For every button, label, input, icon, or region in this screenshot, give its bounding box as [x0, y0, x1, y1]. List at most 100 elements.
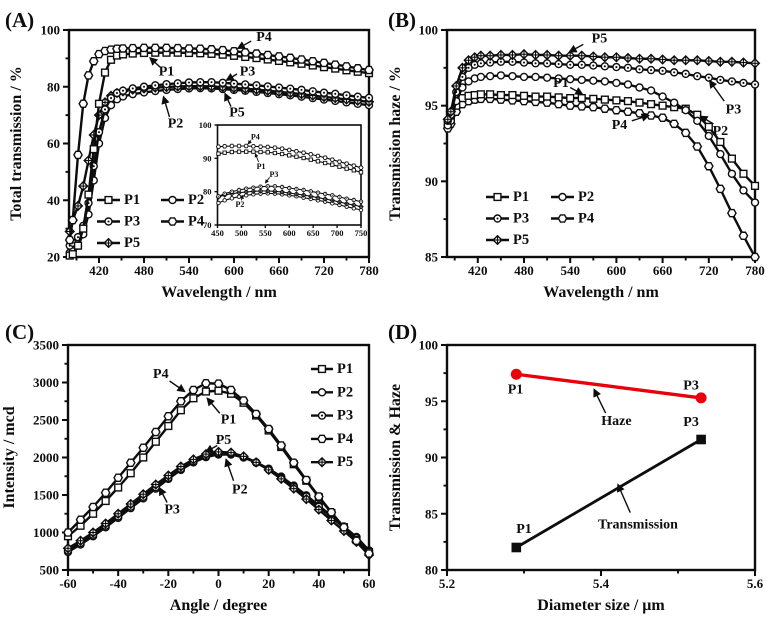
annotation-arrow-P3: [708, 79, 725, 102]
x-axis-title: Angle / degree: [170, 597, 267, 614]
point-label-P1: P1: [508, 383, 524, 398]
x-tick-label: 720: [699, 263, 719, 278]
x-tick-label: 5.4: [593, 576, 610, 591]
series-P4-line: [66, 382, 371, 555]
annotation-label-Transmission: Transmission: [598, 518, 678, 533]
panel-label-B: (B): [388, 8, 416, 32]
y-tick-label: 80: [425, 563, 438, 578]
chart-total-transmission: 420 480 540 600 660 720 780 20 40 60 80 100 Waveleng…: [5, 8, 379, 301]
x-tick-label: 40: [312, 576, 325, 591]
x-tick-label: 450: [211, 228, 224, 238]
x-tick-label: 540: [560, 263, 580, 278]
annotation-label-P4: P4: [153, 367, 169, 382]
annotation-label-P3: P3: [240, 64, 256, 79]
legend-label-P5: P5: [124, 235, 140, 251]
y-axis-title: Transmission & Haze: [387, 384, 404, 531]
x-tick-label: 600: [283, 228, 296, 238]
annotation-label-Haze: Haze: [601, 414, 631, 429]
x-tick-label: 780: [745, 263, 765, 278]
annotation-label-P5: P5: [229, 105, 245, 120]
annotation-label-P5: P5: [216, 433, 232, 448]
x-tick-label: 550: [259, 228, 272, 238]
y-tick-label: 40: [47, 193, 60, 208]
x-tick-label: 480: [134, 263, 154, 278]
y-tick-label: 70: [203, 220, 212, 230]
annotation-label-P5: P5: [592, 32, 608, 47]
point-label-P1: P1: [516, 522, 532, 537]
legend-label-P5: P5: [337, 454, 353, 470]
series-Haze-markers: [510, 368, 707, 404]
annotation-arrow-P1: [149, 56, 161, 68]
y-axis-title: Transmission haze / %: [387, 66, 404, 221]
y-tick-label: 20: [47, 250, 60, 265]
y-tick-label: 100: [419, 23, 439, 38]
annotation-arrow-P4: [631, 113, 650, 122]
annotation-label-P1: P1: [159, 64, 175, 79]
legend-label-P1: P1: [337, 361, 353, 377]
y-tick-label: 100: [41, 23, 61, 38]
series-P5-markers: [442, 48, 761, 125]
y-tick-label: 1500: [33, 488, 59, 503]
series-Transmission-markers: [511, 434, 706, 553]
x-tick-label: 500: [235, 228, 248, 238]
annotation-arrow-Transmission: [616, 483, 631, 513]
annotation-arrow-P2: [239, 194, 244, 201]
legend-label-P2: P2: [337, 384, 353, 400]
y-tick-label: 3000: [33, 375, 59, 390]
y-tick-label: 80: [47, 79, 60, 94]
series-P4-markers: [64, 43, 374, 245]
x-tick-label: 60: [363, 576, 376, 591]
panel-b-transmission-haze: 420 480 540 600 660 720 780 85 90 95 100 Wavelength…: [383, 0, 767, 312]
chart-transmission-haze-diameter: 5.2 5.4 5.6 80 85 90 95 100 Diameter size / μm Tr…: [387, 320, 764, 614]
series-P4-markers: [63, 378, 374, 558]
annotation-label-P4: P4: [612, 118, 628, 133]
chart-area-A: 420 480 540 600 660 720 780 20 40 60 80 100 Waveleng…: [5, 8, 379, 301]
x-tick-label: 420: [468, 263, 488, 278]
axis-frame: [445, 343, 757, 572]
x-tick-label: -20: [160, 576, 177, 591]
x-tick-label: -40: [109, 576, 126, 591]
y-tick-label: 90: [425, 450, 438, 465]
annotation-label-P3: P3: [164, 503, 180, 518]
legend-label-P4: P4: [188, 214, 204, 230]
annotation-arrow-P5: [224, 92, 232, 107]
series-P3-markers: [443, 57, 760, 126]
x-tick-label: 750: [355, 228, 368, 238]
y-axis-title: Intensity / mcd: [1, 406, 18, 508]
x-tick-label: 5.6: [747, 576, 764, 591]
y-tick-label: 500: [40, 563, 60, 578]
x-tick-label: 660: [653, 263, 673, 278]
annotation-label-P1: P1: [221, 413, 237, 428]
annotation-label-P2: P2: [168, 117, 184, 132]
annotation-arrow-P3: [225, 72, 238, 81]
legend-label-P3: P3: [513, 211, 529, 227]
x-tick-label: 420: [89, 263, 109, 278]
y-tick-label: 85: [425, 506, 439, 521]
y-axis-title: Total transmission / %: [8, 66, 25, 221]
annotation-label-P3: P3: [269, 170, 278, 179]
x-axis-title: Diameter size / μm: [537, 597, 665, 614]
x-tick-label: 480: [514, 263, 534, 278]
chart-area-D: 5.2 5.4 5.6 80 85 90 95 100 Diameter size / μm Tr…: [387, 320, 764, 614]
panel-label-A: (A): [5, 8, 34, 32]
x-tick-label: 720: [314, 263, 334, 278]
legend-label-P2: P2: [578, 189, 594, 205]
point-label-P3: P3: [683, 379, 699, 394]
annotation-label-P1: P1: [553, 76, 569, 91]
series-P4-markers: [442, 94, 760, 262]
legend: P1 P2 P3 P4 P5: [486, 189, 594, 248]
annotation-label-P2: P2: [713, 124, 729, 139]
legend-label-P4: P4: [578, 211, 594, 227]
y-tick-label: 95: [425, 98, 439, 113]
x-axis-title: Wavelength / nm: [543, 284, 659, 301]
annotation-arrow-Haze: [593, 388, 607, 414]
series-P2-markers: [63, 450, 374, 557]
x-tick-label: 650: [307, 228, 320, 238]
annotation-arrow-P5: [204, 444, 218, 453]
annotation-arrow-P4: [169, 380, 186, 393]
series-P3-markers: [216, 184, 364, 204]
annotation-label-P2: P2: [236, 200, 245, 209]
legend-label-P1: P1: [124, 192, 140, 208]
